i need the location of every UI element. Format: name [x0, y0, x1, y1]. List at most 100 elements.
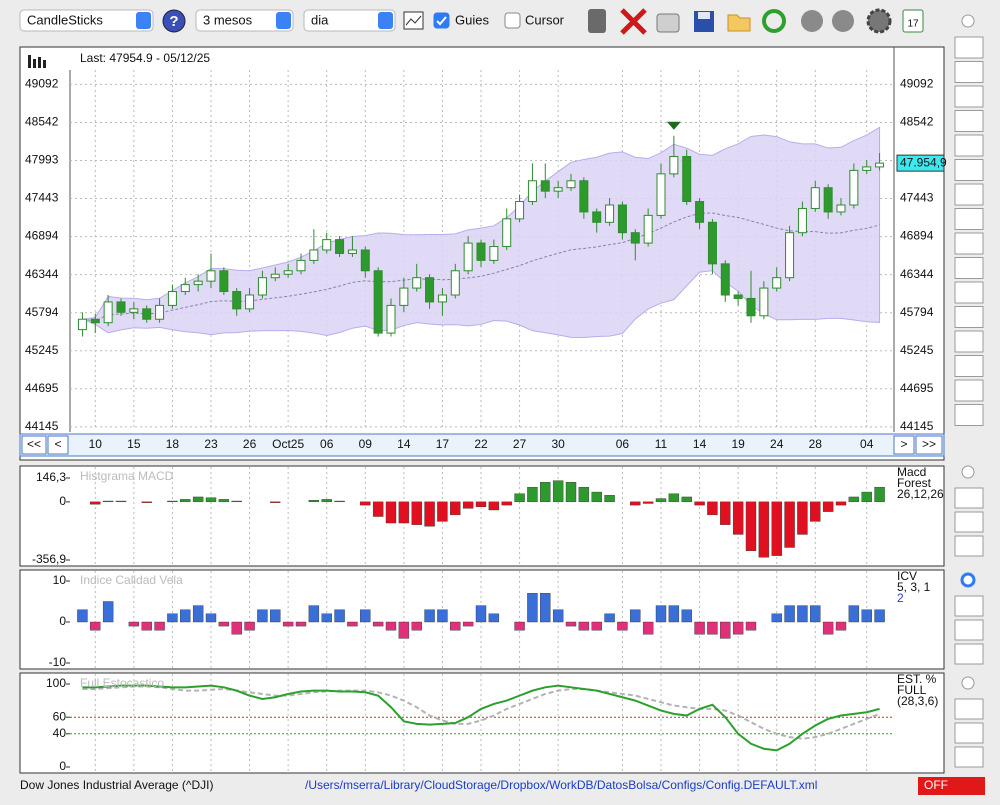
- interval-value: dia: [311, 12, 329, 27]
- bar: [540, 593, 551, 623]
- tool-button[interactable]: [954, 61, 984, 83]
- candle-body: [476, 242, 486, 261]
- bar: [205, 613, 217, 623]
- candle-body: [206, 270, 216, 282]
- bar: [167, 613, 178, 623]
- tool-button[interactable]: [954, 232, 984, 255]
- candle-body: [707, 221, 717, 265]
- tool-button[interactable]: [954, 404, 984, 426]
- candle-body: [77, 318, 87, 331]
- tool-button[interactable]: [954, 85, 984, 108]
- guides-checkbox[interactable]: [433, 12, 450, 29]
- nav-button[interactable]: [915, 435, 943, 455]
- guides-label: Guies: [455, 12, 489, 27]
- panel-tool-button[interactable]: [954, 698, 984, 720]
- x-tick-label: 30: [551, 437, 565, 451]
- y-tick-label: -10: [49, 655, 67, 669]
- bar: [552, 609, 564, 623]
- bar: [848, 605, 860, 623]
- calendar-button[interactable]: [902, 9, 924, 33]
- bar: [771, 613, 782, 623]
- candle-body: [283, 270, 293, 275]
- bar: [154, 621, 165, 631]
- candle-body: [116, 301, 126, 313]
- icon-stroke: [405, 15, 422, 26]
- nav-button-label: >: [900, 437, 907, 451]
- candle-body: [129, 308, 139, 313]
- panel-tool-button[interactable]: [954, 722, 984, 744]
- tool-button[interactable]: [954, 306, 984, 328]
- y-tick-label-right: 44145: [900, 419, 934, 433]
- radio-button[interactable]: [961, 676, 975, 690]
- chart-type-select[interactable]: [19, 9, 154, 32]
- nav-button[interactable]: [893, 435, 915, 455]
- cursor-checkbox[interactable]: [504, 12, 521, 29]
- bar: [360, 609, 371, 623]
- cursor-label: Cursor: [525, 12, 565, 27]
- y-tick-label: 46894: [25, 229, 59, 243]
- trash-button[interactable]: [588, 9, 606, 33]
- open-button[interactable]: [727, 14, 751, 32]
- tool-button[interactable]: [954, 110, 984, 132]
- help-button[interactable]: [162, 9, 186, 33]
- bar: [115, 500, 127, 503]
- config-path[interactable]: /Users/mserra/Library/CloudStorage/Dropb…: [305, 778, 817, 792]
- nav-button-label: <: [54, 437, 61, 451]
- panel-tool-button[interactable]: [954, 746, 984, 768]
- candle-body: [335, 239, 345, 254]
- x-tick-label: 26: [243, 437, 257, 451]
- chart-type-value: CandleSticks: [27, 12, 103, 27]
- candle-body: [553, 187, 563, 192]
- bar: [617, 621, 628, 631]
- nav-button[interactable]: [47, 435, 69, 455]
- refresh-button[interactable]: [762, 9, 786, 33]
- panel-tool-button[interactable]: [954, 643, 984, 665]
- tool-button[interactable]: [954, 355, 984, 377]
- radio-button[interactable]: [961, 14, 975, 28]
- bar: [578, 486, 590, 503]
- bar: [411, 501, 422, 525]
- x-tick-label: 11: [655, 437, 668, 451]
- y-tick-label: 47993: [25, 153, 59, 167]
- tool-button[interactable]: [954, 36, 984, 59]
- tool-button[interactable]: [954, 257, 984, 279]
- candle-body: [90, 318, 100, 324]
- calendar-chart-button[interactable]: [403, 11, 424, 30]
- tool-button[interactable]: [954, 330, 984, 353]
- radio-button[interactable]: [960, 572, 976, 588]
- euro-button[interactable]: [832, 10, 854, 32]
- currency-button[interactable]: [801, 10, 823, 32]
- bar: [668, 493, 680, 503]
- chart-icon: [28, 55, 46, 68]
- tool-button[interactable]: [954, 379, 984, 402]
- bar: [180, 499, 191, 503]
- tool-button[interactable]: [954, 159, 984, 181]
- panel-tool-button[interactable]: [954, 511, 984, 533]
- bar: [771, 501, 782, 556]
- y-tick-label: 45794: [25, 305, 59, 319]
- tool-button[interactable]: [954, 134, 984, 157]
- panel-tool-button[interactable]: [954, 619, 984, 641]
- candle-body: [437, 294, 447, 303]
- radio-button[interactable]: [961, 465, 975, 479]
- tool-button[interactable]: [954, 208, 984, 230]
- tool-button[interactable]: [954, 183, 984, 206]
- status-button[interactable]: [918, 777, 985, 795]
- interval-select[interactable]: [303, 9, 396, 32]
- x-tick-label: 15: [127, 437, 141, 451]
- panel-tool-button[interactable]: [954, 535, 984, 557]
- settings-button[interactable]: [866, 8, 892, 34]
- period-select[interactable]: [195, 9, 294, 32]
- y-tick-label: 48542: [25, 115, 59, 129]
- nav-button[interactable]: [21, 435, 47, 455]
- candle-body: [849, 169, 859, 206]
- panel-tool-button[interactable]: [954, 487, 984, 509]
- bar: [514, 493, 525, 503]
- check-mark: [436, 16, 447, 26]
- bar: [835, 501, 847, 506]
- tool-button[interactable]: [954, 281, 984, 304]
- panel-tool-button[interactable]: [954, 595, 984, 617]
- print-button[interactable]: [656, 13, 680, 33]
- bar: [874, 609, 885, 623]
- delete-button[interactable]: [620, 8, 647, 35]
